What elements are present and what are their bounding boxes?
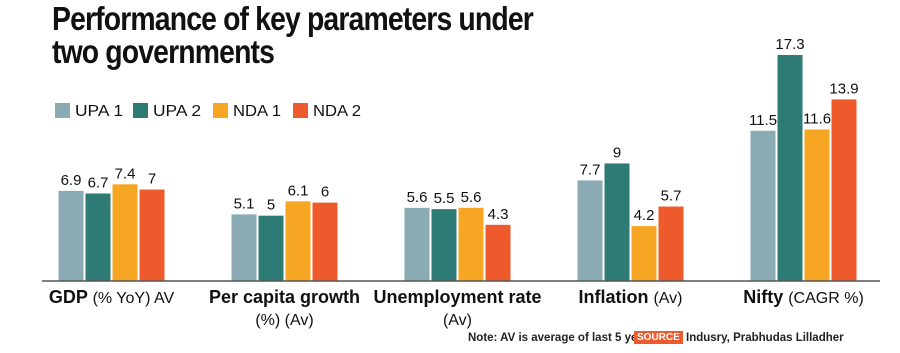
bar bbox=[658, 206, 684, 281]
legend-label: UPA 1 bbox=[75, 103, 123, 120]
bar bbox=[404, 207, 430, 281]
legend-swatch bbox=[55, 103, 70, 118]
value-label: 5.1 bbox=[234, 195, 255, 212]
value-label: 5.6 bbox=[461, 189, 482, 206]
bar bbox=[777, 55, 803, 281]
value-label: 7 bbox=[148, 171, 156, 188]
value-label: 9 bbox=[613, 144, 621, 161]
bar bbox=[431, 209, 457, 281]
value-label: 5.7 bbox=[661, 188, 682, 205]
value-label: 17.3 bbox=[775, 36, 804, 53]
bar bbox=[285, 201, 311, 281]
category-label: Inflation (Av) bbox=[578, 287, 683, 307]
legend-swatch bbox=[213, 103, 228, 118]
category-label: GDP (% YoY) AV bbox=[48, 287, 175, 307]
category-label: Per capita growth (%) (Av) bbox=[208, 287, 361, 329]
value-label: 6.9 bbox=[61, 172, 82, 189]
value-label: 11.6 bbox=[803, 110, 831, 127]
value-label: 6 bbox=[321, 184, 329, 201]
source-label: SOURCE bbox=[634, 331, 683, 344]
bar bbox=[112, 184, 138, 281]
bar bbox=[312, 202, 338, 281]
value-label: 7.4 bbox=[115, 165, 136, 182]
value-label: 5.5 bbox=[434, 190, 455, 207]
note: Note: AV is average of last 5 years bbox=[468, 332, 655, 344]
bar bbox=[831, 99, 857, 281]
value-label: 7.7 bbox=[580, 161, 601, 178]
bar bbox=[458, 207, 484, 281]
category-label: Unemployment rate (Av) bbox=[373, 287, 542, 329]
bar bbox=[485, 224, 511, 281]
bar bbox=[750, 130, 776, 281]
bar bbox=[85, 193, 111, 281]
bar bbox=[139, 189, 165, 281]
bar bbox=[804, 129, 830, 281]
bar bbox=[231, 214, 257, 281]
bar bbox=[577, 180, 603, 281]
bar bbox=[631, 226, 657, 281]
chart-title: Performance of key parameters under two … bbox=[52, 0, 534, 70]
value-label: 11.5 bbox=[749, 112, 777, 129]
source: Indusry, Prabhudas Lilladher bbox=[686, 332, 844, 344]
value-label: 6.1 bbox=[288, 182, 309, 199]
legend-label: UPA 2 bbox=[153, 103, 201, 120]
legend-label: NDA 2 bbox=[313, 103, 361, 120]
value-label: 4.2 bbox=[634, 207, 655, 224]
bar bbox=[258, 215, 284, 281]
legend-label: NDA 1 bbox=[233, 103, 281, 120]
value-label: 6.7 bbox=[88, 174, 109, 191]
value-label: 4.3 bbox=[488, 206, 509, 223]
value-label: 5.6 bbox=[407, 189, 428, 206]
value-label: 13.9 bbox=[829, 80, 858, 97]
bar bbox=[604, 163, 630, 281]
value-label: 5 bbox=[267, 197, 275, 214]
bar bbox=[58, 190, 84, 281]
category-label: Nifty (CAGR %) bbox=[743, 287, 864, 307]
legend-swatch bbox=[133, 103, 148, 118]
legend-swatch bbox=[293, 103, 308, 118]
